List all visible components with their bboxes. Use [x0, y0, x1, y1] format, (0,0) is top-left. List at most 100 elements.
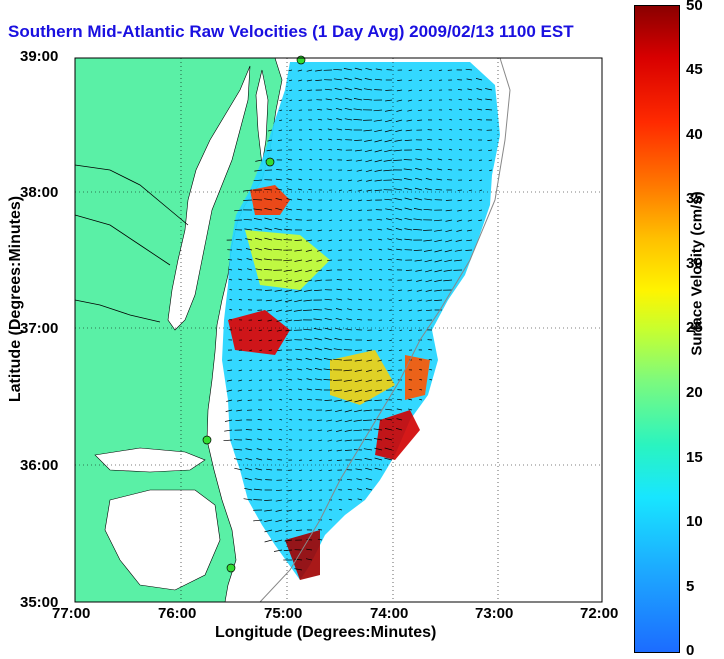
- velocity-arrow: [408, 69, 413, 71]
- velocity-arrow: [354, 399, 363, 403]
- velocity-arrow: [275, 198, 283, 201]
- velocity-arrow: [358, 199, 363, 202]
- velocity-arrow: [398, 299, 403, 301]
- velocity-arrow: [267, 139, 273, 142]
- pamlico-sound: [104, 489, 221, 591]
- velocity-arrow: [306, 539, 313, 541]
- velocity-arrow: [399, 319, 403, 322]
- velocity-arrow: [374, 78, 383, 81]
- velocity-arrow: [289, 99, 293, 102]
- velocity-arrow: [384, 198, 393, 201]
- velocity-arrow: [364, 458, 373, 461]
- velocity-arrow: [287, 159, 293, 161]
- velocity-arrow: [429, 79, 433, 81]
- velocity-arrow: [434, 259, 443, 263]
- velocity-arrow: [374, 139, 383, 143]
- velocity-arrow: [465, 249, 473, 251]
- velocity-arrow: [306, 79, 313, 82]
- velocity-arrow: [396, 248, 403, 251]
- velocity-arrow: [234, 458, 243, 461]
- velocity-arrow: [378, 339, 383, 342]
- y-axis-label: Latitude (Degrees:Minutes): [7, 195, 25, 403]
- velocity-arrow: [314, 378, 323, 381]
- velocity-arrow: [477, 119, 483, 121]
- velocity-arrow: [456, 219, 463, 222]
- velocity-arrow: [268, 329, 273, 332]
- velocity-arrow: [374, 169, 383, 172]
- velocity-arrow: [365, 389, 373, 393]
- velocity-arrow: [245, 457, 253, 461]
- velocity-arrow: [365, 467, 373, 471]
- velocity-arrow: [414, 187, 423, 191]
- velocity-arrow: [457, 189, 463, 191]
- velocity-arrow: [273, 549, 283, 552]
- velocity-arrow: [277, 349, 283, 351]
- velocity-arrow: [344, 439, 353, 442]
- velocity-arrow: [294, 239, 303, 241]
- velocity-arrow: [264, 499, 273, 501]
- velocity-arrow: [466, 78, 473, 81]
- velocity-arrow: [358, 298, 363, 301]
- velocity-arrow: [258, 319, 263, 321]
- velocity-arrow: [419, 398, 423, 401]
- velocity-arrow: [226, 389, 233, 392]
- velocity-arrow: [396, 408, 403, 411]
- velocity-arrow: [338, 239, 343, 241]
- velocity-arrow: [323, 358, 333, 361]
- velocity-arrow: [224, 419, 233, 422]
- velocity-arrow: [234, 209, 243, 212]
- velocity-arrow: [445, 229, 453, 233]
- velocity-arrow: [303, 299, 313, 302]
- velocity-arrow: [243, 189, 253, 192]
- velocity-arrow: [344, 419, 353, 423]
- velocity-arrow: [448, 158, 453, 161]
- velocity-arrow: [408, 89, 413, 92]
- velocity-arrow: [237, 399, 243, 402]
- velocity-arrow: [426, 168, 433, 171]
- velocity-arrow: [234, 467, 243, 471]
- velocity-arrow: [286, 519, 293, 522]
- velocity-arrow: [266, 458, 273, 461]
- velocity-arrow: [404, 217, 413, 221]
- velocity-arrow: [344, 77, 353, 81]
- velocity-arrow: [284, 299, 293, 303]
- velocity-arrow: [485, 98, 493, 101]
- velocity-arrow: [309, 449, 313, 451]
- velocity-arrow: [296, 368, 303, 371]
- velocity-arrow: [353, 119, 363, 121]
- velocity-arrow: [297, 188, 303, 191]
- velocity-arrow: [457, 209, 463, 212]
- velocity-arrow: [354, 359, 363, 362]
- velocity-arrow: [325, 98, 333, 101]
- velocity-arrow: [338, 499, 343, 501]
- velocity-arrow: [374, 457, 383, 461]
- velocity-arrow: [348, 498, 353, 501]
- velocity-arrow: [333, 379, 343, 381]
- velocity-arrow: [449, 128, 453, 131]
- velocity-arrow: [277, 139, 283, 141]
- velocity-arrow: [399, 329, 403, 332]
- velocity-arrow: [298, 489, 303, 492]
- velocity-arrow: [429, 89, 433, 91]
- velocity-arrow: [284, 289, 293, 293]
- velocity-arrow: [273, 248, 283, 251]
- velocity-arrow: [264, 289, 273, 291]
- velocity-arrow: [409, 329, 413, 331]
- velocity-arrow: [308, 129, 313, 131]
- velocity-arrow: [298, 158, 303, 161]
- velocity-arrow: [374, 447, 383, 451]
- velocity-arrow: [264, 529, 273, 533]
- velocity-arrow: [306, 239, 313, 242]
- x-tick-label: 73:00: [475, 605, 514, 622]
- velocity-arrow: [264, 248, 273, 251]
- velocity-arrow: [428, 349, 433, 351]
- velocity-arrow: [347, 308, 353, 311]
- velocity-arrow: [465, 68, 473, 71]
- velocity-arrow: [336, 279, 343, 281]
- velocity-arrow: [396, 89, 403, 92]
- x-axis-label: Longitude (Degrees:Minutes): [215, 624, 437, 641]
- velocity-arrow: [324, 298, 333, 301]
- velocity-arrow: [415, 148, 423, 151]
- velocity-arrow: [264, 509, 273, 512]
- velocity-arrow: [436, 178, 443, 181]
